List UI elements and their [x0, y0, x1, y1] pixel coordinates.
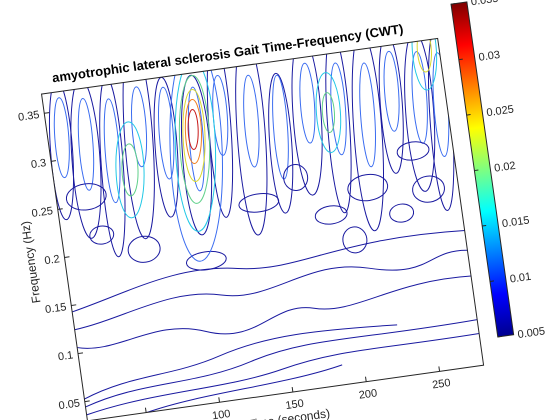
- x-tick-mark: [219, 397, 220, 402]
- colorbar-tick-mark: [490, 281, 494, 282]
- x-tick-mark: [439, 366, 440, 371]
- colorbar-tick-mark: [467, 115, 471, 116]
- colorbar-tick-mark: [459, 59, 463, 60]
- colorbar-tick-mark: [451, 4, 455, 5]
- x-tick-label: 100: [211, 408, 231, 420]
- y-tick-label: 0.2: [44, 253, 61, 267]
- x-tick-mark: [366, 377, 367, 382]
- y-tick-mark: [85, 401, 90, 402]
- y-tick-mark: [51, 161, 56, 162]
- y-tick-mark: [71, 305, 76, 306]
- y-tick-mark: [78, 353, 83, 354]
- y-tick-label: 0.3: [30, 157, 47, 171]
- y-tick-mark: [58, 209, 63, 210]
- x-tick-label: 250: [431, 377, 451, 391]
- y-tick-mark: [65, 257, 70, 258]
- x-tick-mark: [145, 408, 146, 413]
- colorbar-tick-mark: [474, 170, 478, 171]
- y-tick-mark: [44, 113, 49, 114]
- x-tick-mark: [292, 387, 293, 392]
- colorbar-tick-mark: [482, 225, 486, 226]
- x-tick-label: 200: [358, 387, 378, 401]
- y-tick-label: 0.1: [57, 349, 74, 363]
- colorbar-tick-mark: [498, 336, 502, 337]
